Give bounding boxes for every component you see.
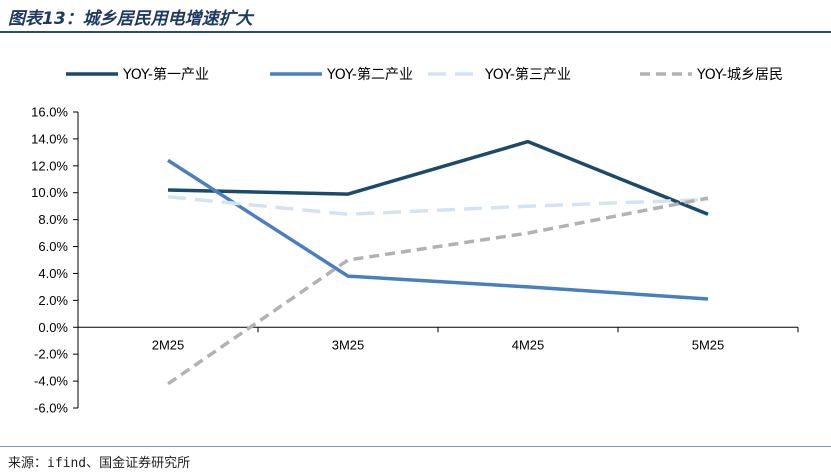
x-tick-label: 5M25 bbox=[692, 337, 725, 352]
y-tick-label: 16.0% bbox=[31, 105, 68, 120]
legend-label: YOY-城乡居民 bbox=[696, 67, 783, 83]
title-divider bbox=[0, 31, 831, 33]
line-chart: -6.0% -4.0% -2.0% 0.0% 2.0% 4.0% 6.0% 8.0% 10.0%… bbox=[31, 66, 799, 416]
x-tick-label: 2M25 bbox=[152, 337, 185, 352]
footer-divider bbox=[0, 446, 831, 447]
x-tick-label: 3M25 bbox=[332, 337, 365, 352]
figure-title: 图表13：城乡居民用电增速扩大 bbox=[8, 9, 253, 29]
series-line bbox=[167, 139, 709, 216]
y-tick-label: 14.0% bbox=[31, 131, 68, 146]
series-line bbox=[167, 195, 709, 217]
series-line bbox=[167, 196, 709, 386]
source-note: 来源：ifind、国金证券研究所 bbox=[8, 456, 191, 471]
y-tick-label: 2.0% bbox=[38, 293, 68, 308]
y-tick-label: -4.0% bbox=[34, 374, 68, 389]
series-line bbox=[167, 158, 709, 301]
y-tick-label: 0.0% bbox=[38, 320, 68, 335]
y-tick-label: 10.0% bbox=[31, 185, 68, 200]
legend-label: YOY-第一产业 bbox=[122, 66, 209, 83]
y-tick-label: -2.0% bbox=[34, 347, 68, 362]
y-tick-label: 6.0% bbox=[38, 239, 68, 254]
x-tick-label: 4M25 bbox=[512, 337, 545, 352]
y-tick-label: 8.0% bbox=[38, 212, 68, 227]
legend-label: YOY-第二产业 bbox=[326, 66, 413, 83]
legend-label: YOY-第三产业 bbox=[484, 66, 571, 83]
y-tick-label: -6.0% bbox=[34, 401, 68, 416]
y-tick-label: 12.0% bbox=[31, 158, 68, 173]
y-tick-label: 4.0% bbox=[38, 266, 68, 281]
